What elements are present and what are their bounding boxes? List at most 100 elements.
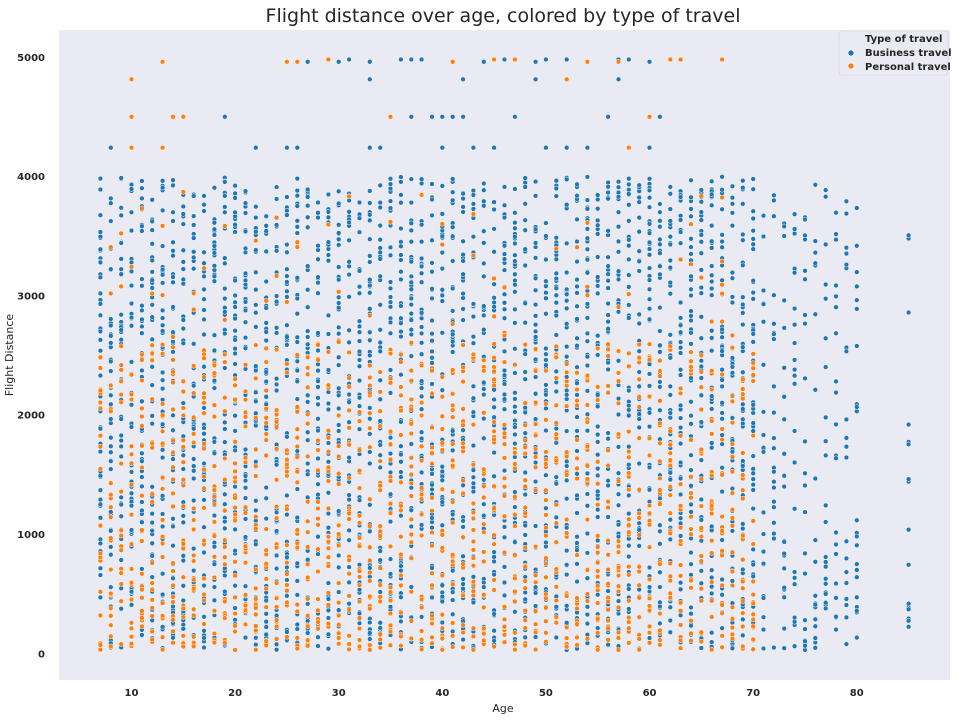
personal-travel-point <box>512 494 518 500</box>
personal-travel-point <box>408 471 414 478</box>
personal-travel-point <box>698 586 704 592</box>
personal-travel-point <box>97 354 104 360</box>
business-travel-point <box>180 221 186 227</box>
personal-travel-point <box>356 543 363 549</box>
personal-travel-point <box>139 443 145 449</box>
business-travel-point <box>760 560 767 567</box>
business-travel-point <box>605 271 611 277</box>
business-travel-point <box>605 366 611 373</box>
business-travel-point <box>760 213 767 219</box>
personal-travel-point <box>325 478 332 484</box>
business-travel-point <box>750 289 756 296</box>
business-travel-point <box>294 275 300 281</box>
personal-travel-point <box>595 544 601 550</box>
personal-travel-point <box>646 341 653 347</box>
business-travel-point <box>584 257 591 263</box>
personal-travel-point <box>294 426 300 432</box>
business-travel-point <box>574 414 580 420</box>
personal-travel-point <box>636 582 642 588</box>
business-travel-point <box>128 359 135 365</box>
business-travel-point <box>356 323 363 330</box>
business-travel-point <box>729 269 736 276</box>
personal-travel-point <box>108 590 114 597</box>
business-travel-point <box>97 233 104 240</box>
business-travel-point <box>615 268 622 274</box>
business-travel-point <box>854 567 860 573</box>
business-travel-point <box>377 327 383 333</box>
x-axis-label: Age <box>492 702 514 715</box>
business-travel-point <box>532 178 539 185</box>
business-travel-point <box>118 205 124 211</box>
business-travel-point <box>740 521 746 527</box>
personal-travel-point <box>128 76 135 82</box>
business-travel-point <box>273 293 280 299</box>
business-travel-point <box>719 383 725 390</box>
business-travel-point <box>709 285 715 292</box>
business-travel-point <box>677 299 684 306</box>
personal-travel-point <box>336 599 342 606</box>
personal-travel-point <box>532 464 539 470</box>
business-travel-point <box>719 206 725 212</box>
business-travel-point <box>346 601 352 607</box>
personal-travel-point <box>201 474 207 480</box>
personal-travel-point <box>191 552 197 559</box>
personal-travel-point <box>626 516 632 522</box>
data-points <box>97 56 912 653</box>
business-travel-point <box>481 203 487 209</box>
business-travel-point <box>377 249 383 256</box>
business-travel-point <box>543 290 549 296</box>
business-travel-point <box>253 145 259 151</box>
business-travel-point <box>315 290 321 296</box>
business-travel-point <box>408 259 414 265</box>
business-travel-point <box>698 496 704 503</box>
personal-travel-point <box>253 566 259 573</box>
business-travel-point <box>336 331 342 337</box>
personal-travel-point <box>667 530 673 536</box>
business-travel-point <box>657 620 663 627</box>
business-travel-point <box>646 187 653 194</box>
business-travel-point <box>595 514 601 520</box>
business-travel-point <box>470 599 477 606</box>
business-travel-point <box>823 296 829 302</box>
business-travel-point <box>512 539 518 545</box>
business-travel-point <box>491 404 497 410</box>
personal-travel-point <box>439 572 445 579</box>
business-travel-point <box>305 341 311 347</box>
business-travel-point <box>522 320 528 326</box>
personal-travel-point <box>149 357 155 363</box>
business-travel-point <box>553 474 559 480</box>
business-travel-point <box>574 335 580 341</box>
personal-travel-point <box>367 642 373 648</box>
personal-travel-point <box>191 612 197 619</box>
business-travel-point <box>460 209 466 215</box>
personal-travel-point <box>387 543 394 550</box>
personal-travel-point <box>97 433 104 439</box>
business-travel-point <box>574 303 580 309</box>
business-travel-point <box>284 212 290 218</box>
personal-travel-point <box>522 510 528 516</box>
business-travel-point <box>336 589 342 595</box>
business-travel-point <box>615 309 622 315</box>
personal-travel-point <box>201 355 207 361</box>
business-travel-point <box>118 312 124 318</box>
personal-travel-point <box>377 528 383 535</box>
personal-travel-point <box>522 342 528 348</box>
personal-travel-point <box>626 572 632 578</box>
business-travel-point <box>315 330 321 336</box>
business-travel-point <box>346 537 352 543</box>
business-travel-point <box>439 114 445 120</box>
business-travel-point <box>553 388 559 395</box>
business-travel-point <box>336 305 342 311</box>
business-travel-point <box>315 427 321 434</box>
business-travel-point <box>615 444 622 450</box>
business-travel-point <box>636 411 642 417</box>
business-travel-point <box>657 384 663 390</box>
business-travel-point <box>325 440 332 446</box>
personal-travel-point <box>605 353 611 359</box>
business-travel-point <box>232 484 238 490</box>
personal-travel-point <box>719 371 725 378</box>
business-travel-point <box>346 219 352 226</box>
business-travel-point <box>750 402 756 408</box>
business-travel-point <box>450 189 456 195</box>
personal-travel-point <box>315 522 321 528</box>
